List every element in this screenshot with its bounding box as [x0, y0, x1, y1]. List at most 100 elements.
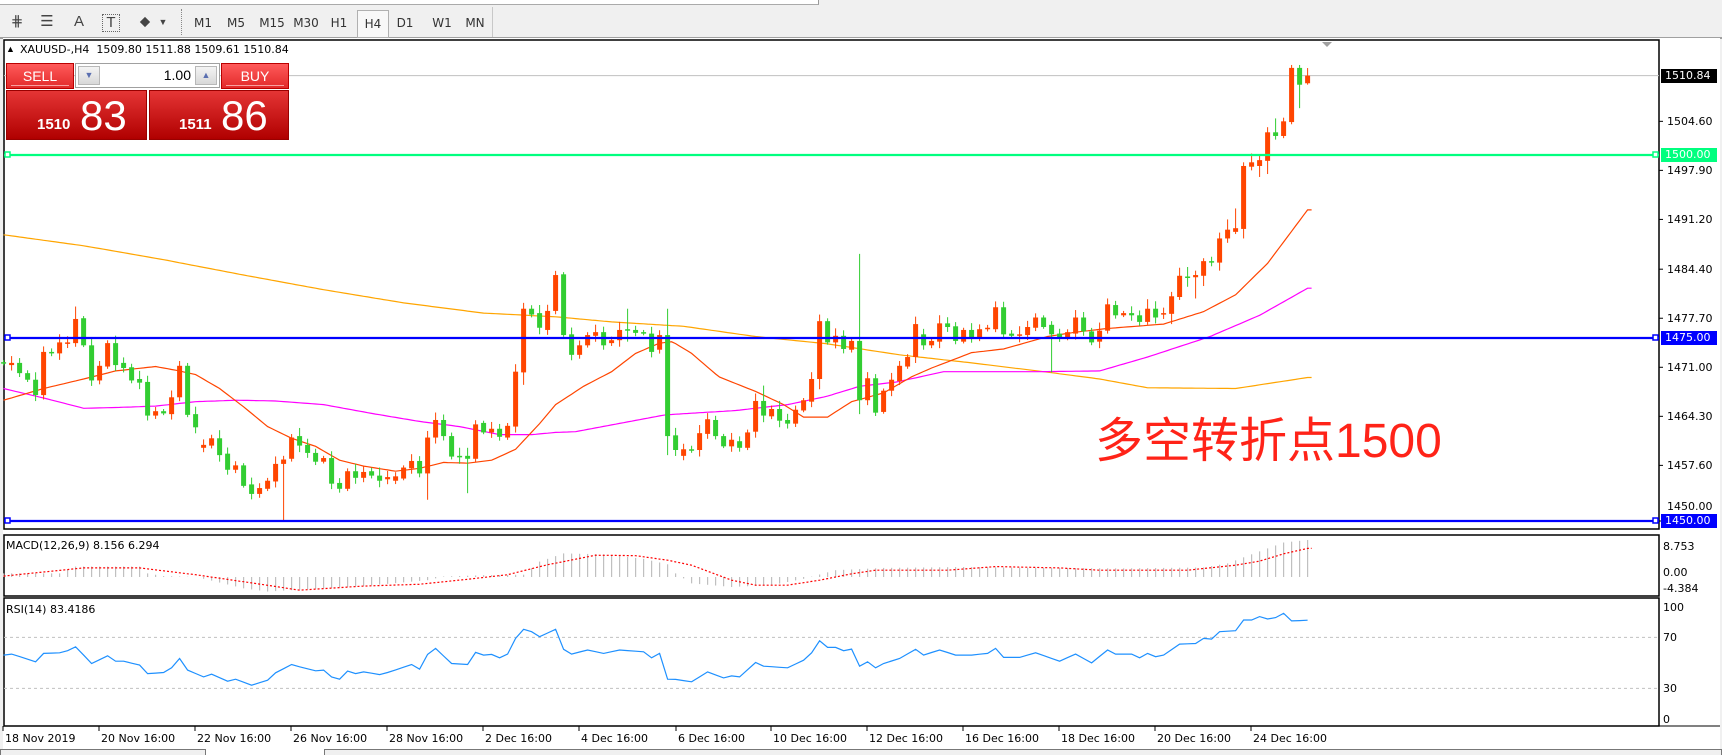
- arrows-icon[interactable]: ⬥: [139, 13, 151, 30]
- candle-body: [465, 455, 471, 459]
- candle-body: [585, 335, 591, 346]
- candle: [1081, 312, 1087, 336]
- candle-body: [705, 419, 711, 434]
- candle-body: [337, 482, 343, 489]
- candle-body: [737, 441, 743, 448]
- candle: [1017, 326, 1023, 343]
- candle: [993, 301, 999, 333]
- timeframe-h4[interactable]: H4: [357, 10, 389, 38]
- text-label-icon[interactable]: T: [102, 14, 120, 32]
- candle: [1169, 291, 1175, 325]
- price-axis-label: 1457.60: [1667, 459, 1713, 473]
- candle: [641, 329, 647, 336]
- dropdown-arrow-icon[interactable]: ▼: [158, 17, 168, 27]
- candle: [305, 438, 311, 458]
- chart-annotation-text[interactable]: 多空转折点1500: [1095, 415, 1442, 468]
- lot-size-input[interactable]: 1.00: [163, 67, 191, 83]
- candle-body: [1161, 313, 1167, 315]
- timeframe-d1[interactable]: D1: [396, 16, 414, 30]
- lot-size-stepper[interactable]: ▼ 1.00 ▲: [75, 63, 220, 88]
- candle-body: [353, 471, 359, 478]
- candle: [89, 338, 95, 386]
- chart-tab[interactable]: [324, 749, 1722, 755]
- candle: [385, 470, 391, 485]
- candle-body: [849, 340, 855, 350]
- candle: [25, 370, 31, 383]
- timeframe-m5[interactable]: M5: [227, 16, 245, 30]
- candle-body: [1257, 160, 1263, 166]
- candle: [297, 427, 303, 453]
- chart-tab[interactable]: [0, 749, 206, 755]
- candle-body: [857, 340, 863, 401]
- candle-body: [129, 367, 135, 381]
- candle-body: [73, 318, 79, 344]
- sell-price-button[interactable]: 1510 83: [6, 90, 147, 140]
- macd-signal-line: [3, 547, 1312, 591]
- candle: [753, 393, 759, 438]
- candle: [1241, 162, 1247, 239]
- timeframe-m15[interactable]: M15: [259, 16, 285, 30]
- candle-body: [1017, 334, 1023, 336]
- fibonacci-icon[interactable]: ☰: [40, 13, 54, 30]
- ohlc-values: 1509.80 1511.88 1509.61 1510.84: [96, 43, 289, 56]
- candle-body: [385, 477, 391, 480]
- candle: [569, 327, 575, 361]
- candle-body: [641, 332, 647, 334]
- candle-body: [665, 335, 671, 437]
- collapse-triangle-icon[interactable]: ▲: [6, 44, 15, 54]
- candle-body: [1201, 261, 1207, 276]
- candle-body: [1057, 333, 1063, 338]
- elliott-wave-icon[interactable]: ⋕: [10, 13, 24, 30]
- candle: [97, 360, 103, 385]
- candle-body: [577, 345, 583, 355]
- buy-button[interactable]: BUY: [221, 63, 289, 89]
- candle: [505, 422, 511, 440]
- candle-body: [801, 400, 807, 411]
- candle: [153, 407, 159, 419]
- candle-body: [609, 340, 615, 344]
- candle-body: [1225, 229, 1231, 239]
- candle: [233, 461, 239, 474]
- candle-body: [745, 432, 751, 448]
- timeframe-w1[interactable]: W1: [432, 16, 452, 30]
- candle-body: [457, 455, 463, 458]
- candle-body: [433, 419, 439, 438]
- candle: [545, 304, 551, 335]
- candle: [401, 465, 407, 481]
- candle: [457, 447, 463, 464]
- timeframe-m30[interactable]: M30: [293, 16, 319, 30]
- symbol-label: XAUUSD-,H4: [20, 43, 90, 56]
- candle-body: [137, 378, 143, 383]
- candle-body: [289, 437, 295, 459]
- candle: [169, 390, 175, 420]
- candle: [721, 433, 727, 449]
- time-axis-label: 16 Dec 16:00: [965, 732, 1039, 745]
- candle-body: [657, 335, 663, 350]
- candle: [825, 318, 831, 345]
- candle: [713, 415, 719, 440]
- text-icon[interactable]: A: [73, 13, 84, 30]
- chart-tab-active[interactable]: [206, 749, 324, 755]
- increase-lot-button[interactable]: ▲: [195, 66, 217, 85]
- buy-price-button[interactable]: 1511 86: [149, 90, 289, 140]
- candle: [17, 358, 23, 378]
- candle: [361, 466, 367, 483]
- candle: [177, 360, 183, 402]
- candle: [1177, 267, 1183, 300]
- candle-body: [81, 318, 87, 346]
- candle: [561, 272, 567, 337]
- candle: [1153, 301, 1159, 324]
- sell-button[interactable]: SELL: [6, 63, 74, 89]
- rsi-axis-label: 0: [1663, 713, 1670, 726]
- candle: [121, 357, 127, 373]
- candle: [481, 420, 487, 435]
- timeframe-mn[interactable]: MN: [465, 16, 485, 30]
- decrease-lot-button[interactable]: ▼: [78, 66, 100, 85]
- candle-body: [969, 329, 975, 338]
- candle: [273, 456, 279, 488]
- candle-body: [1305, 75, 1311, 84]
- candle: [777, 400, 783, 428]
- timeframe-h1[interactable]: H1: [330, 16, 348, 30]
- timeframe-m1[interactable]: M1: [194, 16, 212, 30]
